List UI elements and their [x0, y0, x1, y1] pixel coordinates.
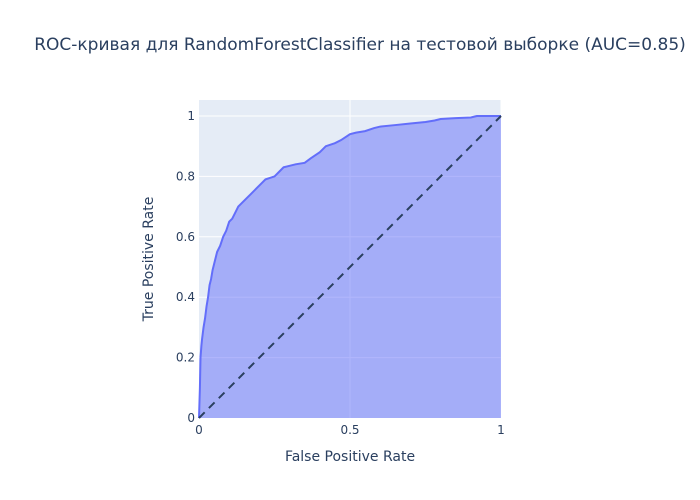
y-tick-label: 0 [187, 411, 195, 425]
plot-area [198, 100, 502, 419]
y-tick-label: 0.6 [176, 230, 195, 244]
y-tick-label: 0.8 [176, 169, 195, 183]
x-axis-title: False Positive Rate [285, 449, 415, 465]
y-axis-ticks: 0 0.2 0.4 0.6 0.8 1 [176, 109, 195, 425]
y-tick-label: 0.2 [176, 351, 195, 365]
roc-curve-line [198, 115, 501, 419]
x-axis-ticks: 0 0.5 1 [195, 423, 505, 437]
y-axis-title: True Positive Rate [141, 197, 157, 323]
y-tick-label: 1 [187, 109, 195, 123]
x-tick-label: 0.5 [340, 423, 359, 437]
chance-diagonal-line [198, 115, 502, 419]
x-tick-label: 1 [497, 423, 505, 437]
chart-title: ROC-кривая для RandomForestClassifier на… [34, 35, 686, 55]
y-tick-label: 0.4 [176, 290, 195, 304]
x-tick-label: 0 [195, 423, 203, 437]
